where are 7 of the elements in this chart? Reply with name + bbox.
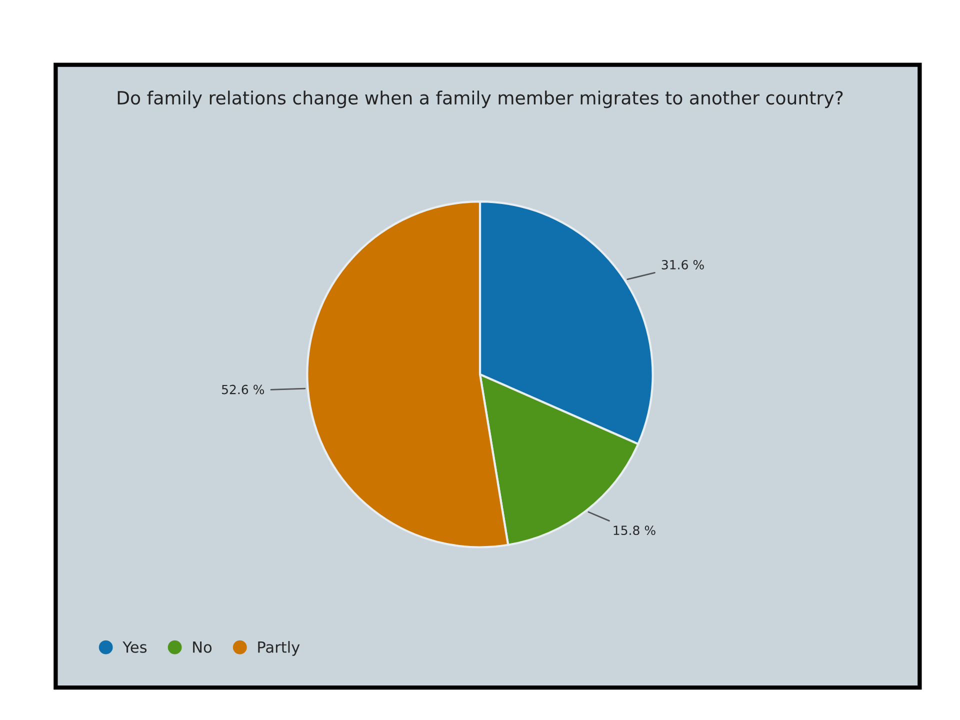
data-label: 52.6 % bbox=[222, 384, 264, 394]
legend-label: No bbox=[193, 642, 212, 653]
data-label: 31.6 % bbox=[662, 260, 704, 270]
legend-label: Yes bbox=[122, 642, 147, 653]
chart-title: Do family relations change when a family member migrates to another country? bbox=[118, 90, 843, 108]
data-label: 15.8 % bbox=[614, 526, 656, 536]
legend-label: Partly bbox=[258, 641, 300, 656]
